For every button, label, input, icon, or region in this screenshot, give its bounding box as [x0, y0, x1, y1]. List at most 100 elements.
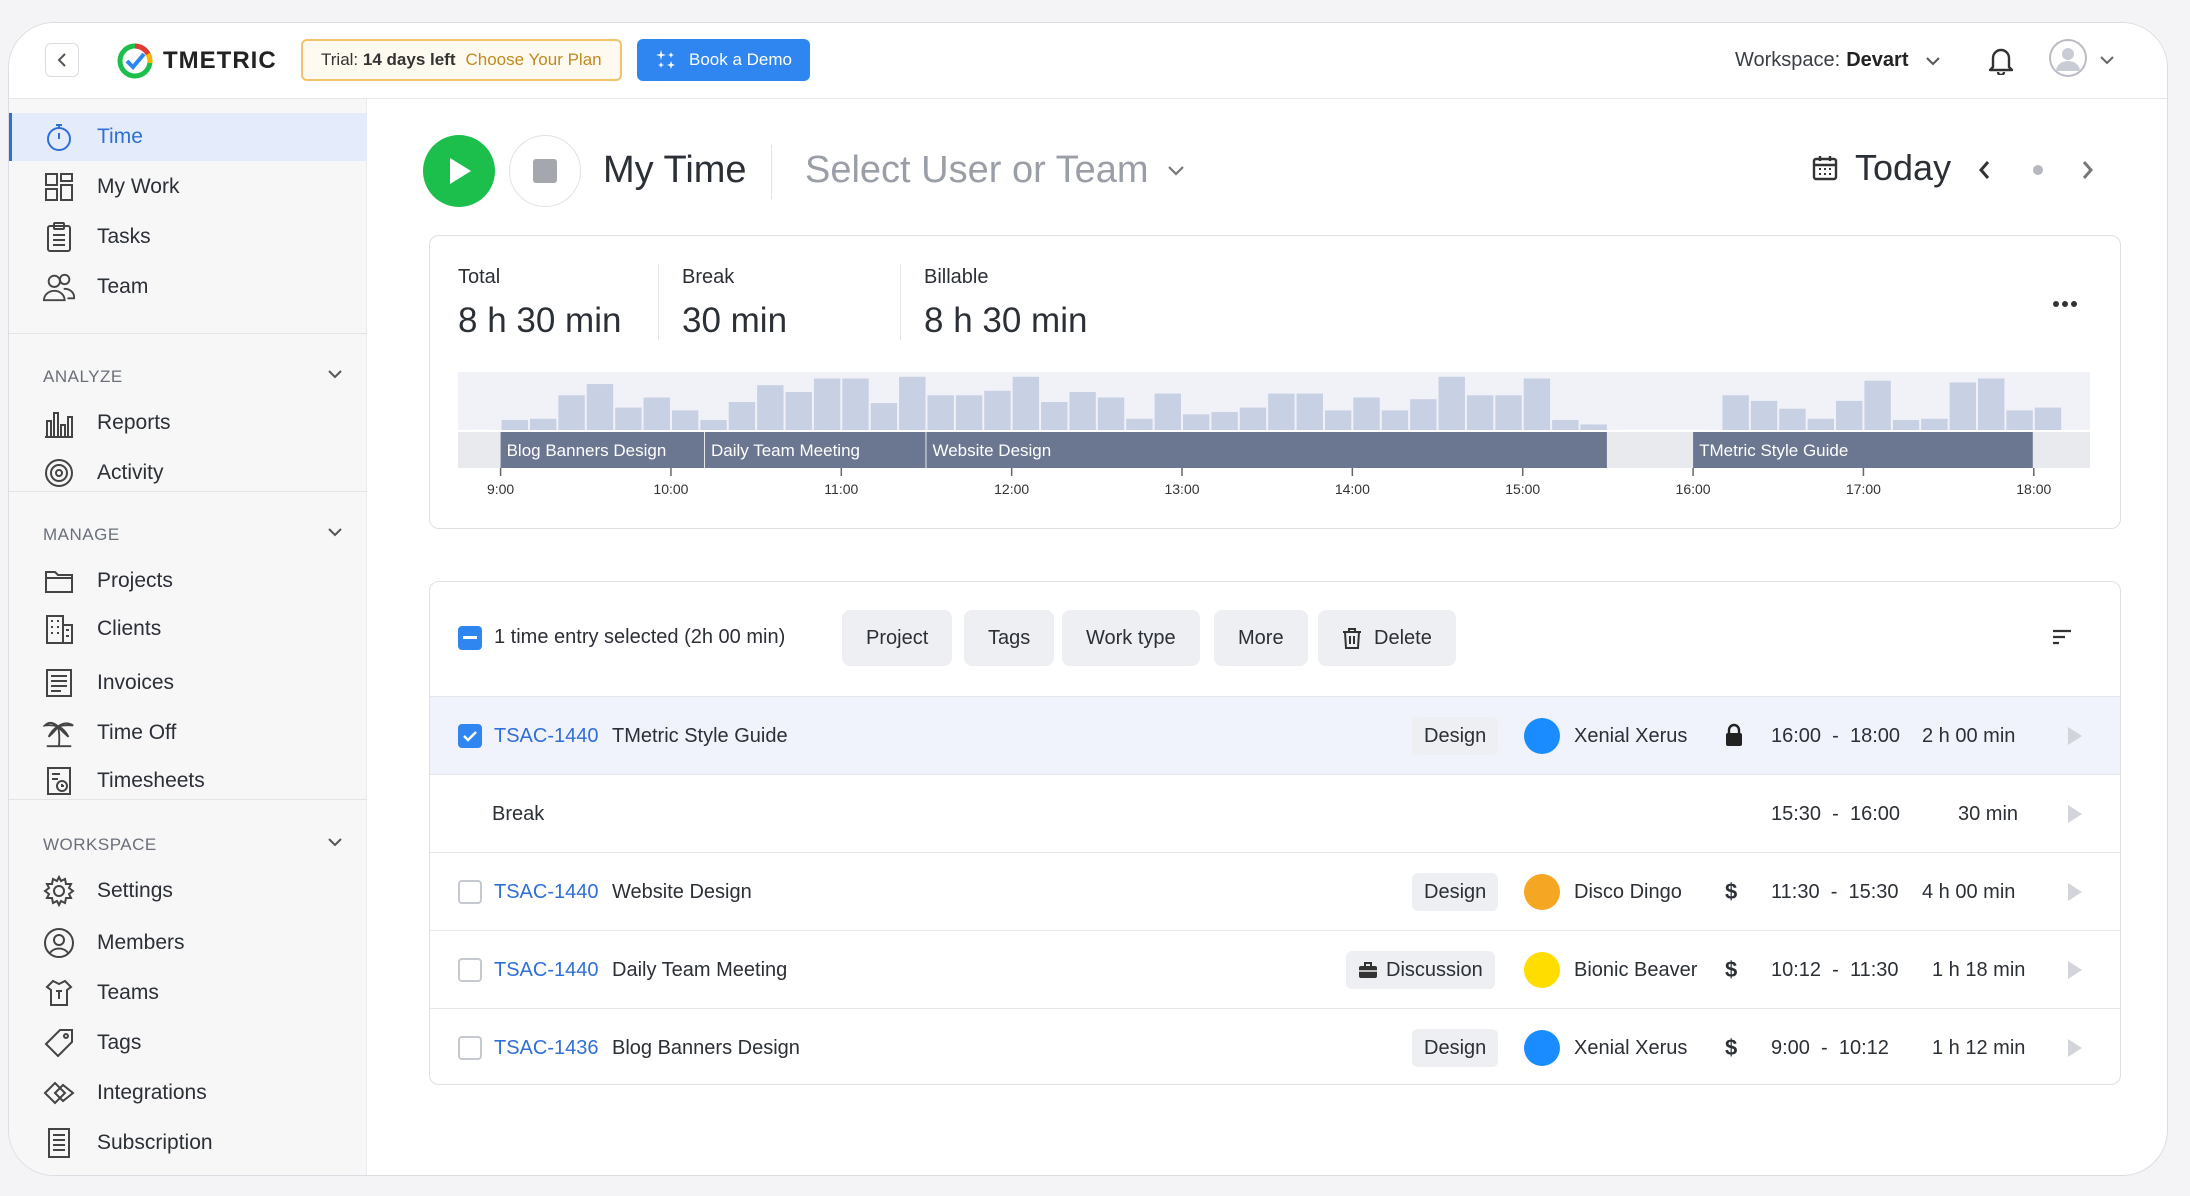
resume-play-icon[interactable]	[2068, 1039, 2082, 1057]
collapse-analyze-chevron-icon[interactable]	[327, 369, 343, 379]
more-button-label: More	[1238, 626, 1284, 649]
start-time[interactable]: 9:00	[1771, 1036, 1810, 1059]
more-button[interactable]: More	[1214, 610, 1308, 666]
project-button[interactable]: Project	[842, 610, 953, 666]
start-time[interactable]: 11:30	[1771, 880, 1820, 903]
sidebar-item-activity[interactable]: Activity	[9, 449, 367, 497]
time-entry-row[interactable]: TSAC-1440 Website Design Design Disco Di…	[430, 852, 2120, 930]
start-timer-button[interactable]	[423, 135, 495, 207]
billable-dollar-icon[interactable]: $	[1725, 1035, 1738, 1060]
end-time[interactable]: 18:00	[1849, 724, 1901, 747]
task-name[interactable]: Blog Banners Design	[612, 1036, 800, 1059]
main-content: My Time Select User or Team Today Total …	[367, 99, 2167, 1175]
brand-logo[interactable]: TMETRIC	[117, 43, 277, 79]
sidebar-item-projects[interactable]: Projects	[9, 557, 367, 605]
activity-bar	[1864, 380, 1891, 430]
end-time[interactable]: 16:00	[1849, 802, 1901, 825]
top-bar: TMETRIC Trial: 14 days left Choose Your …	[9, 23, 2167, 99]
time-entry-row[interactable]: TSAC-1436 Blog Banners Design Design Xen…	[430, 1008, 2120, 1084]
back-button[interactable]	[45, 43, 79, 77]
start-time[interactable]: 16:00	[1771, 724, 1822, 747]
sidebar-item-team[interactable]: Team	[9, 263, 367, 311]
sort-icon[interactable]	[2050, 626, 2074, 648]
workspace-selector[interactable]: Workspace: Devart	[1735, 49, 1941, 72]
row-checkbox[interactable]	[458, 958, 482, 982]
sidebar-item-tags[interactable]: Tags	[9, 1019, 367, 1067]
sidebar-item-label: Invoices	[97, 671, 175, 694]
task-id-link[interactable]: TSAC-1440	[494, 958, 599, 981]
section-title-manage: MANAGE	[43, 525, 120, 544]
resume-play-icon[interactable]	[2068, 727, 2082, 745]
sidebar-item-teams[interactable]: Teams	[9, 969, 367, 1017]
chevron-down-icon	[1925, 56, 1940, 65]
resume-play-icon[interactable]	[2068, 961, 2082, 979]
sidebar-item-reports[interactable]: Reports	[9, 399, 367, 447]
collapse-workspace-chevron-icon[interactable]	[327, 837, 343, 847]
task-id-link[interactable]: TSAC-1436	[494, 1036, 599, 1059]
sidebar-item-timesheets[interactable]: Timesheets	[9, 757, 367, 805]
activity-bar	[984, 390, 1011, 430]
delete-button[interactable]: Delete	[1318, 610, 1456, 666]
end-time[interactable]: 15:30	[1848, 880, 1899, 903]
sidebar-item-settings[interactable]: Settings	[9, 867, 367, 915]
collapse-manage-chevron-icon[interactable]	[327, 527, 343, 537]
resume-play-icon[interactable]	[2068, 883, 2082, 901]
account-menu-chevron-icon[interactable]	[2099, 55, 2115, 65]
time-entry-row[interactable]: TSAC-1440 TMetric Style Guide Design Xen…	[430, 696, 2120, 774]
sidebar-item-tasks[interactable]: Tasks	[9, 213, 367, 261]
task-id-link[interactable]: TSAC-1440	[494, 724, 599, 747]
duration[interactable]: 2 h 00 min	[1922, 724, 2016, 747]
sidebar-item-clients[interactable]: Clients	[9, 605, 367, 653]
calendar-icon	[1812, 156, 1838, 181]
end-time[interactable]: 11:30	[1849, 958, 1899, 981]
sidebar-item-time[interactable]: Time	[9, 113, 367, 161]
duration[interactable]: 1 h 12 min	[1932, 1036, 2026, 1059]
project-name: Xenial Xerus	[1574, 724, 1688, 747]
work-type-button[interactable]: Work type	[1062, 610, 1200, 666]
resume-play-icon[interactable]	[2068, 805, 2082, 823]
stop-timer-button[interactable]	[509, 135, 581, 207]
task-name[interactable]: Website Design	[612, 880, 752, 903]
billable-dollar-icon[interactable]: $	[1725, 879, 1738, 904]
billable-dollar-icon[interactable]: $	[1725, 957, 1738, 982]
start-time[interactable]: 15:30	[1771, 802, 1822, 825]
duration[interactable]: 30 min	[1958, 802, 2019, 825]
sidebar-item-invoices[interactable]: Invoices	[9, 659, 367, 707]
more-options-icon[interactable]	[2052, 300, 2078, 308]
chevron-down-icon	[1167, 165, 1184, 176]
previous-day-chevron-icon[interactable]	[1977, 159, 1991, 181]
date-picker[interactable]: Today	[1811, 147, 1951, 189]
select-all-checkbox[interactable]	[458, 626, 482, 650]
integrations-icon	[43, 1077, 75, 1109]
sidebar-item-my-work[interactable]: My Work	[9, 163, 367, 211]
row-checkbox[interactable]	[458, 724, 482, 748]
sidebar-item-subscription[interactable]: Subscription	[9, 1119, 367, 1167]
sidebar-item-integrations[interactable]: Integrations	[9, 1069, 367, 1117]
current-day-dot[interactable]	[2033, 165, 2043, 175]
time-entry-row[interactable]: TSAC-1440 Daily Team Meeting Discussion …	[430, 930, 2120, 1008]
row-checkbox[interactable]	[458, 1036, 482, 1060]
notifications-bell-icon[interactable]	[1987, 45, 2015, 75]
work-type-tag: Design	[1412, 873, 1499, 911]
activity-bar	[1069, 391, 1096, 430]
user-avatar[interactable]	[2049, 39, 2087, 77]
duration[interactable]: 1 h 18 min	[1932, 958, 2026, 981]
duration[interactable]: 4 h 00 min	[1922, 880, 2016, 903]
user-team-selector[interactable]: Select User or Team	[805, 149, 1185, 192]
next-day-chevron-icon[interactable]	[2081, 159, 2095, 181]
sidebar-item-members[interactable]: Members	[9, 919, 367, 967]
break-row[interactable]: Break 15:30 - 16:00 30 min	[430, 774, 2120, 852]
sidebar-item-time-off[interactable]: Time Off	[9, 709, 367, 757]
work-type-tag-label: Design	[1424, 1036, 1487, 1059]
end-time[interactable]: 10:12	[1838, 1036, 1889, 1059]
task-name[interactable]: Daily Team Meeting	[612, 958, 788, 981]
workspace-label: Workspace:	[1735, 49, 1841, 71]
row-checkbox[interactable]	[458, 880, 482, 904]
book-demo-button[interactable]: Book a Demo	[637, 39, 810, 81]
tags-button[interactable]: Tags	[964, 610, 1055, 666]
start-time[interactable]: 10:12	[1771, 958, 1822, 981]
task-name[interactable]: TMetric Style Guide	[612, 724, 788, 747]
billable-value: 8 h 30 min	[924, 301, 1088, 340]
choose-plan-link[interactable]: Choose Your Plan	[465, 50, 602, 69]
task-id-link[interactable]: TSAC-1440	[494, 880, 599, 903]
